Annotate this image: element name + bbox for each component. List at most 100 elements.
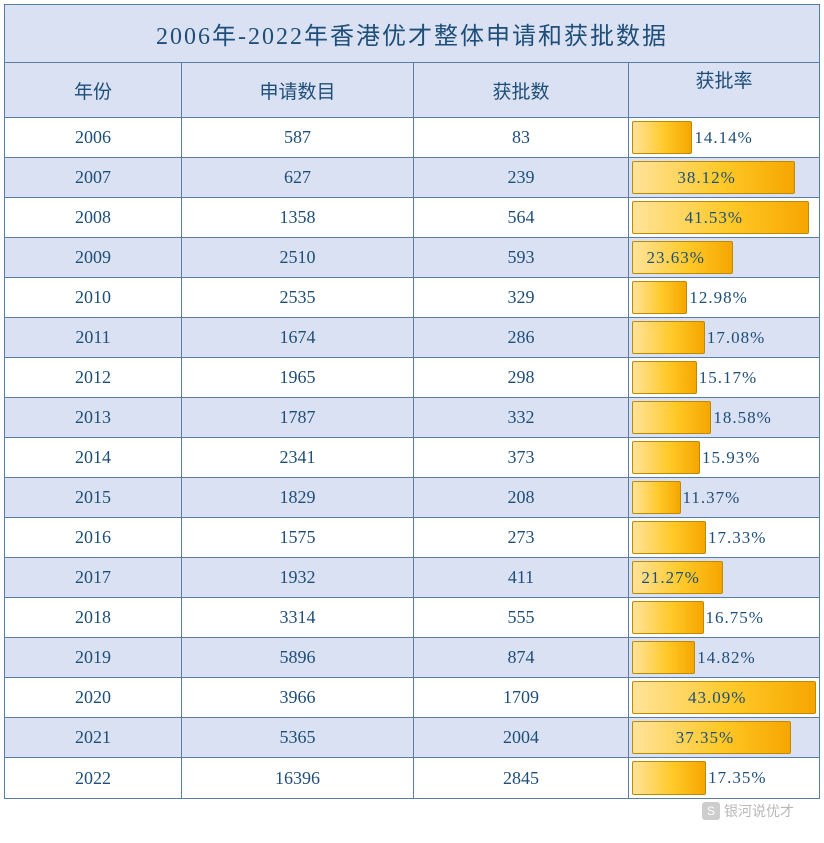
- table-row: 2016157527317.33%: [5, 518, 819, 558]
- cell-approve: 373: [414, 438, 629, 477]
- cell-apply: 1358: [182, 198, 414, 237]
- cell-rate: 41.53%: [629, 198, 819, 237]
- cell-rate: 21.27%: [629, 558, 819, 597]
- cell-year: 2006: [5, 118, 182, 157]
- cell-year: 2015: [5, 478, 182, 517]
- cell-approve: 2004: [414, 718, 629, 757]
- cell-rate: 43.09%: [629, 678, 819, 717]
- cell-approve: 555: [414, 598, 629, 637]
- cell-apply: 1575: [182, 518, 414, 557]
- cell-approve: 564: [414, 198, 629, 237]
- rate-label: 16.75%: [706, 608, 764, 628]
- rate-bar: 18.58%: [632, 401, 816, 434]
- table-row: 2013178733218.58%: [5, 398, 819, 438]
- cell-year: 2012: [5, 358, 182, 397]
- table-header: 年份 申请数目 获批数 获批率: [5, 63, 819, 118]
- cell-year: 2009: [5, 238, 182, 277]
- cell-rate: 14.82%: [629, 638, 819, 677]
- cell-approve: 83: [414, 118, 629, 157]
- rate-label: 11.37%: [683, 488, 741, 508]
- rate-label: 15.17%: [699, 368, 757, 388]
- table-row: 2012196529815.17%: [5, 358, 819, 398]
- rate-bar: 11.37%: [632, 481, 816, 514]
- cell-rate: 15.17%: [629, 358, 819, 397]
- cell-approve: 1709: [414, 678, 629, 717]
- rate-bar: 14.14%: [632, 121, 816, 154]
- table-row: 20102535329 12.98%: [5, 278, 819, 318]
- table-row: 2009251059323.63%: [5, 238, 819, 278]
- rate-bar: 23.63%: [632, 241, 816, 274]
- rate-bar-fill: [632, 481, 681, 514]
- rate-bar-fill: [632, 321, 705, 354]
- cell-year: 2010: [5, 278, 182, 317]
- cell-apply: 2535: [182, 278, 414, 317]
- table-title: 2006年-2022年香港优才整体申请和获批数据: [5, 5, 819, 63]
- rate-bar-fill: [632, 761, 706, 795]
- rate-label: 18.58%: [713, 408, 771, 428]
- rate-bar: 17.35%: [632, 761, 816, 795]
- cell-approve: 2845: [414, 758, 629, 798]
- cell-rate: 17.35%: [629, 758, 819, 798]
- table-row: 2018331455516.75%: [5, 598, 819, 638]
- rate-bar: 38.12%: [632, 161, 816, 194]
- cell-approve: 411: [414, 558, 629, 597]
- rate-bar: 43.09%: [632, 681, 816, 714]
- cell-apply: 627: [182, 158, 414, 197]
- cell-approve: 239: [414, 158, 629, 197]
- cell-year: 2013: [5, 398, 182, 437]
- cell-year: 2008: [5, 198, 182, 237]
- cell-year: 2021: [5, 718, 182, 757]
- cell-year: 2014: [5, 438, 182, 477]
- cell-rate: 15.93%: [629, 438, 819, 477]
- table-row: 200762723938.12%: [5, 158, 819, 198]
- cell-apply: 3314: [182, 598, 414, 637]
- rate-label: 17.33%: [708, 528, 766, 548]
- rate-bar-fill: [632, 441, 700, 474]
- cell-year: 2011: [5, 318, 182, 357]
- cell-apply: 5896: [182, 638, 414, 677]
- cell-approve: 874: [414, 638, 629, 677]
- cell-rate: 38.12%: [629, 158, 819, 197]
- rate-label: 12.98%: [689, 288, 747, 308]
- rate-bar: 17.33%: [632, 521, 816, 554]
- cell-apply: 587: [182, 118, 414, 157]
- col-header-rate: 获批率: [629, 63, 819, 117]
- cell-rate: 12.98%: [629, 278, 819, 317]
- cell-apply: 5365: [182, 718, 414, 757]
- rate-label: 41.53%: [685, 208, 743, 228]
- wechat-icon: S: [702, 802, 720, 820]
- cell-year: 2016: [5, 518, 182, 557]
- cell-apply: 1829: [182, 478, 414, 517]
- table-row: 2015182920811.37%: [5, 478, 819, 518]
- rate-label: 14.14%: [694, 128, 752, 148]
- cell-approve: 593: [414, 238, 629, 277]
- table-row: 20081358564 41.53%: [5, 198, 819, 238]
- cell-rate: 14.14%: [629, 118, 819, 157]
- rate-bar-fill: [632, 281, 687, 314]
- table-row: 202216396284517.35%: [5, 758, 819, 798]
- table-row: 200658783 14.14%: [5, 118, 819, 158]
- table-row: 2017193241121.27%: [5, 558, 819, 598]
- cell-year: 2020: [5, 678, 182, 717]
- cell-year: 2022: [5, 758, 182, 798]
- table-row: 20203966170943.09%: [5, 678, 819, 718]
- rate-bar-fill: [632, 521, 706, 554]
- col-header-apply: 申请数目: [182, 63, 414, 117]
- cell-rate: 17.33%: [629, 518, 819, 557]
- rate-label: 43.09%: [688, 688, 746, 708]
- cell-approve: 298: [414, 358, 629, 397]
- rate-bar: 12.98%: [632, 281, 816, 314]
- rate-bar-fill: [632, 361, 697, 394]
- rate-label: 21.27%: [641, 568, 699, 588]
- rate-label: 17.08%: [707, 328, 765, 348]
- cell-year: 2017: [5, 558, 182, 597]
- rate-label: 23.63%: [646, 248, 704, 268]
- rate-bar: 37.35%: [632, 721, 816, 754]
- watermark: S 银河说优才: [702, 801, 794, 821]
- cell-approve: 329: [414, 278, 629, 317]
- rate-bar-fill: [632, 121, 692, 154]
- rate-label: 15.93%: [702, 448, 760, 468]
- rate-label: 14.82%: [697, 648, 755, 668]
- cell-apply: 1787: [182, 398, 414, 437]
- cell-rate: 17.08%: [629, 318, 819, 357]
